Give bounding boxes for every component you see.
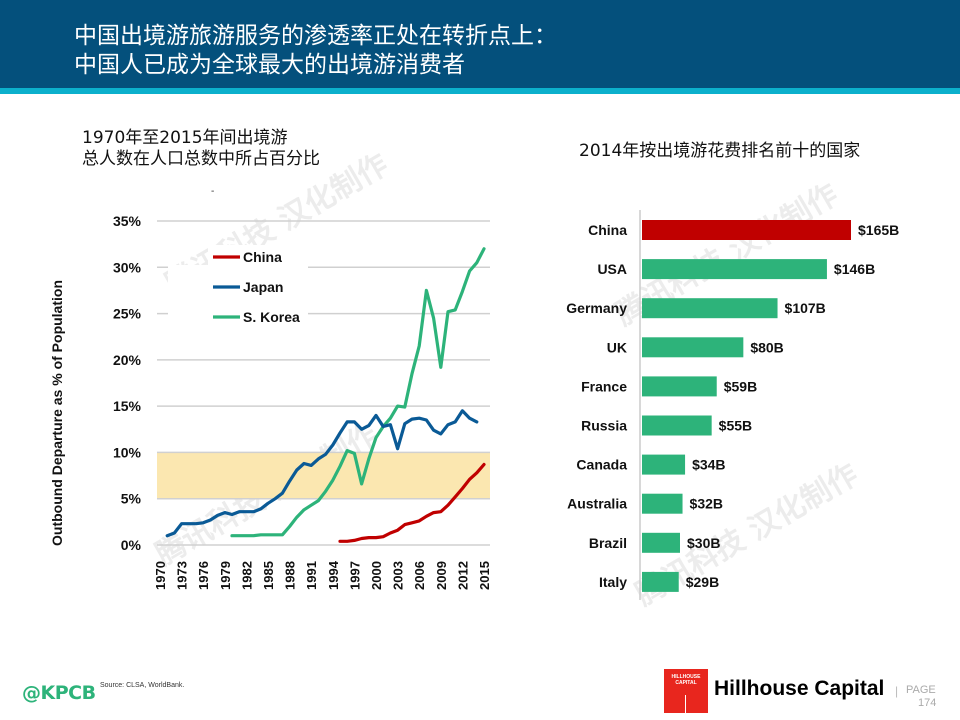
bar-value-label: $59B: [724, 378, 757, 394]
title-line-1: 中国出境游旅游服务的渗透率正处在转折点上：: [74, 23, 557, 49]
hillhouse-logo: HILLHOUSE CAPITAL: [664, 669, 708, 713]
bar-value-label: $34B: [692, 457, 725, 473]
bar-category-label: USA: [597, 261, 627, 277]
line-chart-title-line-1: 1970年至2015年间出境游: [82, 128, 288, 148]
bar-france: [642, 376, 717, 397]
bar-italy: [642, 571, 679, 592]
y-tick-label: 30%: [113, 259, 142, 275]
legend-label: China: [243, 249, 282, 265]
bar-china: [642, 220, 851, 240]
header-bar: [0, 0, 960, 88]
y-tick-label: 0%: [121, 537, 142, 553]
x-tick-label: 2015: [477, 561, 492, 590]
bar-category-label: Germany: [566, 300, 627, 316]
logo-line-2: CAPITAL: [675, 680, 697, 686]
bar-category-label: Canada: [576, 457, 627, 473]
legend-label: Japan: [243, 279, 283, 295]
y-axis-label: Outbound Departure as % of Population: [49, 280, 65, 546]
x-tick-label: 2000: [369, 561, 384, 590]
bar-category-label: Brazil: [589, 535, 627, 551]
bar-value-label: $146B: [834, 261, 875, 277]
x-tick-label: 2009: [434, 561, 449, 590]
bar-value-label: $165B: [858, 222, 899, 238]
y-tick-label: 35%: [113, 213, 142, 229]
bar-germany: [642, 298, 778, 319]
bar-usa: [642, 259, 827, 280]
bar-category-label: Italy: [599, 574, 627, 590]
bar-value-label: $32B: [690, 496, 723, 512]
y-tick-label: 15%: [113, 398, 142, 414]
bar-value-label: $80B: [750, 339, 783, 355]
y-tick-label: 25%: [113, 306, 142, 322]
header-stripe: [0, 88, 960, 94]
series-line-china: [338, 462, 486, 543]
x-tick-label: 1997: [347, 561, 362, 590]
x-tick-label: 1994: [326, 560, 341, 590]
bar-value-label: $55B: [719, 418, 752, 434]
source-note: Source: CLSA, WorldBank.: [100, 682, 185, 689]
legend-background: [216, 262, 308, 332]
bar-category-label: Australia: [567, 496, 627, 512]
bar-value-label: $30B: [687, 535, 720, 551]
title-line-2: 中国人已成为全球最大的出境游消费者: [74, 52, 465, 78]
x-tick-label: 1982: [239, 561, 254, 590]
legend-label: S. Korea: [243, 309, 300, 325]
x-tick-label: 1985: [261, 561, 276, 590]
x-tick-label: 1988: [283, 561, 298, 590]
company-name: Hillhouse Capital: [714, 677, 885, 700]
bar-value-label: $29B: [686, 574, 719, 590]
bar-russia: [642, 415, 712, 436]
x-tick-label: 1979: [218, 561, 233, 590]
x-tick-label: 2012: [455, 561, 470, 590]
y-tick-label: 20%: [113, 352, 142, 368]
bar-australia: [642, 493, 683, 514]
stray-mark: -: [211, 186, 215, 197]
x-tick-label: 1991: [304, 561, 319, 590]
line-chart-title-line-2: 总人数在人口总数中所占百分比: [82, 149, 320, 169]
x-tick-label: 1970: [153, 561, 168, 590]
x-tick-label: 2006: [412, 561, 427, 590]
page-title: 中国出境游旅游服务的渗透率正处在转折点上： 中国人已成为全球最大的出境游消费者: [74, 22, 557, 80]
bar-category-label: China: [588, 222, 627, 238]
page-label: PAGE: [906, 684, 936, 696]
x-tick-label: 1973: [175, 561, 190, 590]
y-tick-label: 5%: [121, 491, 142, 507]
y-tick-label: 10%: [113, 444, 142, 460]
bar-value-label: $107B: [785, 300, 826, 316]
x-tick-label: 1976: [196, 561, 211, 590]
bar-category-label: Russia: [581, 418, 627, 434]
highlight-band: [157, 452, 490, 499]
x-tick-label: 2003: [391, 561, 406, 590]
bar-chart-title: 2014年按出境游花费排名前十的国家: [579, 141, 861, 161]
page-separator: |: [895, 684, 899, 698]
line-chart-title: 1970年至2015年间出境游 总人数在人口总数中所占百分比: [82, 128, 320, 170]
series-line-japan: [165, 409, 479, 538]
legend-background: [168, 265, 216, 329]
page-number: 174: [918, 697, 937, 709]
bar-canada: [642, 454, 686, 475]
bar-category-label: UK: [607, 339, 627, 355]
logo-line-1: HILLHOUSE: [671, 674, 701, 680]
bar-uk: [642, 337, 744, 358]
bar-brazil: [642, 532, 680, 553]
series-line-s-korea: [230, 247, 486, 538]
bar-category-label: France: [581, 378, 627, 394]
kpcb-logo: @KPCB: [22, 682, 96, 704]
logo-bar: [685, 695, 686, 713]
